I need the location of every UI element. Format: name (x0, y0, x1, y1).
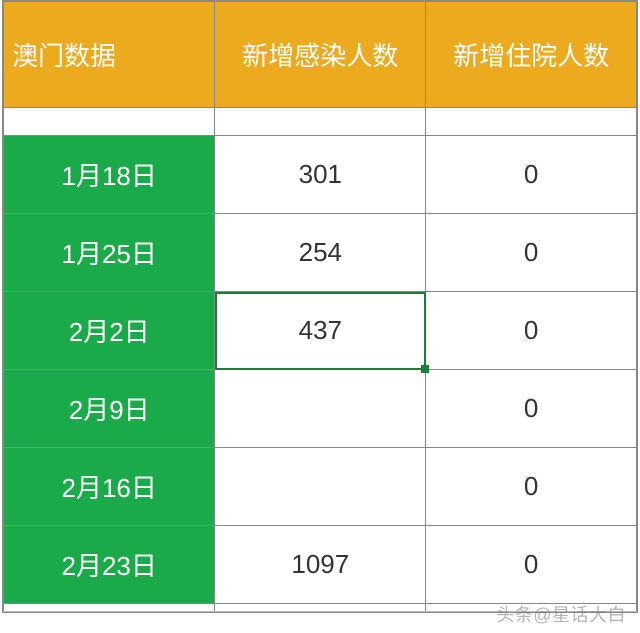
cell-new-infections[interactable]: 301 (215, 136, 426, 214)
row-header-date[interactable]: 2月16日 (4, 448, 215, 526)
cell-new-infections[interactable]: 254 (215, 214, 426, 292)
row-header-date[interactable]: 1月18日 (4, 136, 215, 214)
cell-new-hospital[interactable]: 0 (426, 214, 637, 292)
table-row: 2月23日10970 (4, 526, 637, 604)
col-header-new-hospital[interactable]: 新增住院人数 (426, 2, 637, 108)
cell-new-infections[interactable]: 1097 (215, 526, 426, 604)
table-row: 1月25日2540 (4, 214, 637, 292)
watermark-text: 头条@星话大白 (496, 601, 626, 627)
cell-new-infections[interactable] (215, 370, 426, 448)
cell-new-hospital[interactable]: 0 (426, 448, 637, 526)
spacer-row (4, 108, 637, 136)
table-row: 2月16日 0 (4, 448, 637, 526)
cell-new-infections[interactable] (215, 448, 426, 526)
cell-new-hospital[interactable]: 0 (426, 292, 637, 370)
col-header-new-infections[interactable]: 新增感染人数 (215, 2, 426, 108)
row-header-date[interactable]: 1月25日 (4, 214, 215, 292)
cell-new-hospital[interactable]: 0 (426, 370, 637, 448)
table-header-row: 澳门数据 新增感染人数 新增住院人数 (4, 2, 637, 108)
row-header-date[interactable]: 2月23日 (4, 526, 215, 604)
table-row: 1月18日3010 (4, 136, 637, 214)
data-table-container: 澳门数据 新增感染人数 新增住院人数 1月18日30101月25日25402月2… (2, 0, 638, 613)
row-header-date[interactable]: 2月9日 (4, 370, 215, 448)
cell-new-hospital[interactable]: 0 (426, 526, 637, 604)
col-header-dataset[interactable]: 澳门数据 (4, 2, 215, 108)
cell-new-infections[interactable]: 437 (215, 292, 426, 370)
table-row: 2月2日4370 (4, 292, 637, 370)
data-table: 澳门数据 新增感染人数 新增住院人数 1月18日30101月25日25402月2… (3, 1, 637, 612)
row-header-date[interactable]: 2月2日 (4, 292, 215, 370)
cell-new-hospital[interactable]: 0 (426, 136, 637, 214)
table-row: 2月9日 0 (4, 370, 637, 448)
